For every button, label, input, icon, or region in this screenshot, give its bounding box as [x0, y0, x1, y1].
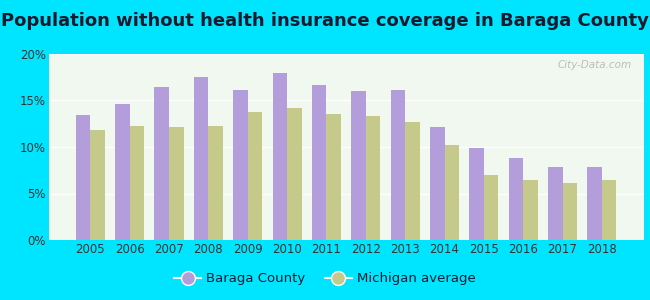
- Bar: [248, 112, 263, 240]
- Bar: [326, 114, 341, 240]
- Bar: [469, 148, 484, 240]
- Bar: [272, 73, 287, 240]
- Bar: [90, 130, 105, 240]
- Bar: [602, 179, 616, 240]
- Bar: [130, 126, 144, 240]
- Bar: [509, 158, 523, 240]
- Bar: [209, 126, 223, 240]
- Legend: Baraga County, Michigan average: Baraga County, Michigan average: [169, 267, 481, 290]
- Bar: [169, 127, 183, 240]
- Bar: [351, 91, 366, 240]
- Bar: [548, 167, 562, 240]
- Bar: [115, 104, 130, 240]
- Bar: [312, 85, 326, 240]
- Bar: [233, 90, 248, 240]
- Bar: [366, 116, 380, 240]
- Bar: [76, 116, 90, 240]
- Bar: [484, 175, 499, 240]
- Bar: [391, 90, 405, 240]
- Text: Population without health insurance coverage in Baraga County: Population without health insurance cove…: [1, 12, 649, 30]
- Bar: [445, 145, 459, 240]
- Text: City-Data.com: City-Data.com: [558, 60, 632, 70]
- Bar: [588, 167, 602, 240]
- Bar: [155, 86, 169, 240]
- Bar: [194, 77, 209, 240]
- Bar: [287, 108, 302, 240]
- Bar: [562, 183, 577, 240]
- Bar: [430, 127, 445, 240]
- Bar: [523, 179, 538, 240]
- Bar: [405, 122, 420, 240]
